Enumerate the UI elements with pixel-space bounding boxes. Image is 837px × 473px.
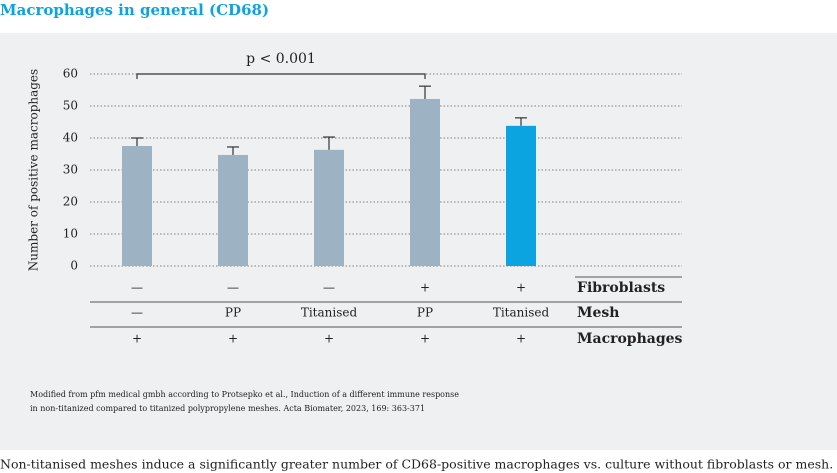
y-axis-label: Number of positive macrophages <box>27 69 41 271</box>
y-tick-label: 50 <box>63 99 78 113</box>
y-tick-label: 40 <box>63 131 78 145</box>
y-tick-label: 60 <box>63 67 78 81</box>
table-cell: — <box>131 306 143 320</box>
bar <box>506 125 536 266</box>
y-tick-label: 30 <box>63 163 78 177</box>
table-cell: + <box>228 332 238 346</box>
chart-title: Macrophages in general (CD68) <box>0 1 269 19</box>
table-cell: + <box>516 281 526 295</box>
row-label: Mesh <box>577 305 619 321</box>
source-line: Modified from pfm medical gmbh according… <box>30 390 459 399</box>
table-cell: + <box>420 332 430 346</box>
table-cell: + <box>132 332 142 346</box>
y-tick-label: 0 <box>70 259 78 273</box>
significance-label: p < 0.001 <box>246 51 316 67</box>
table-cell: + <box>516 332 526 346</box>
table-cell: + <box>420 281 430 295</box>
bar <box>122 146 152 266</box>
y-tick-label: 20 <box>63 195 78 209</box>
row-label: Macrophages <box>577 331 683 347</box>
source-line: in non-titanized compared to titanized p… <box>30 404 425 413</box>
bar <box>218 154 248 266</box>
table-cell: Titanised <box>493 306 550 320</box>
bar <box>314 149 344 266</box>
table-cell: — <box>227 281 239 295</box>
table-cell: PP <box>225 306 241 320</box>
caption: Non-titanised meshes induce a significan… <box>0 457 833 472</box>
table-cell: — <box>323 281 335 295</box>
row-label: Fibroblasts <box>577 280 665 296</box>
table-cell: — <box>131 281 143 295</box>
table-cell: Titanised <box>301 306 358 320</box>
table-cell: PP <box>417 306 433 320</box>
table-cell: + <box>324 332 334 346</box>
y-tick-label: 10 <box>63 227 78 241</box>
bar <box>410 98 440 267</box>
significance-bracket <box>136 73 426 79</box>
